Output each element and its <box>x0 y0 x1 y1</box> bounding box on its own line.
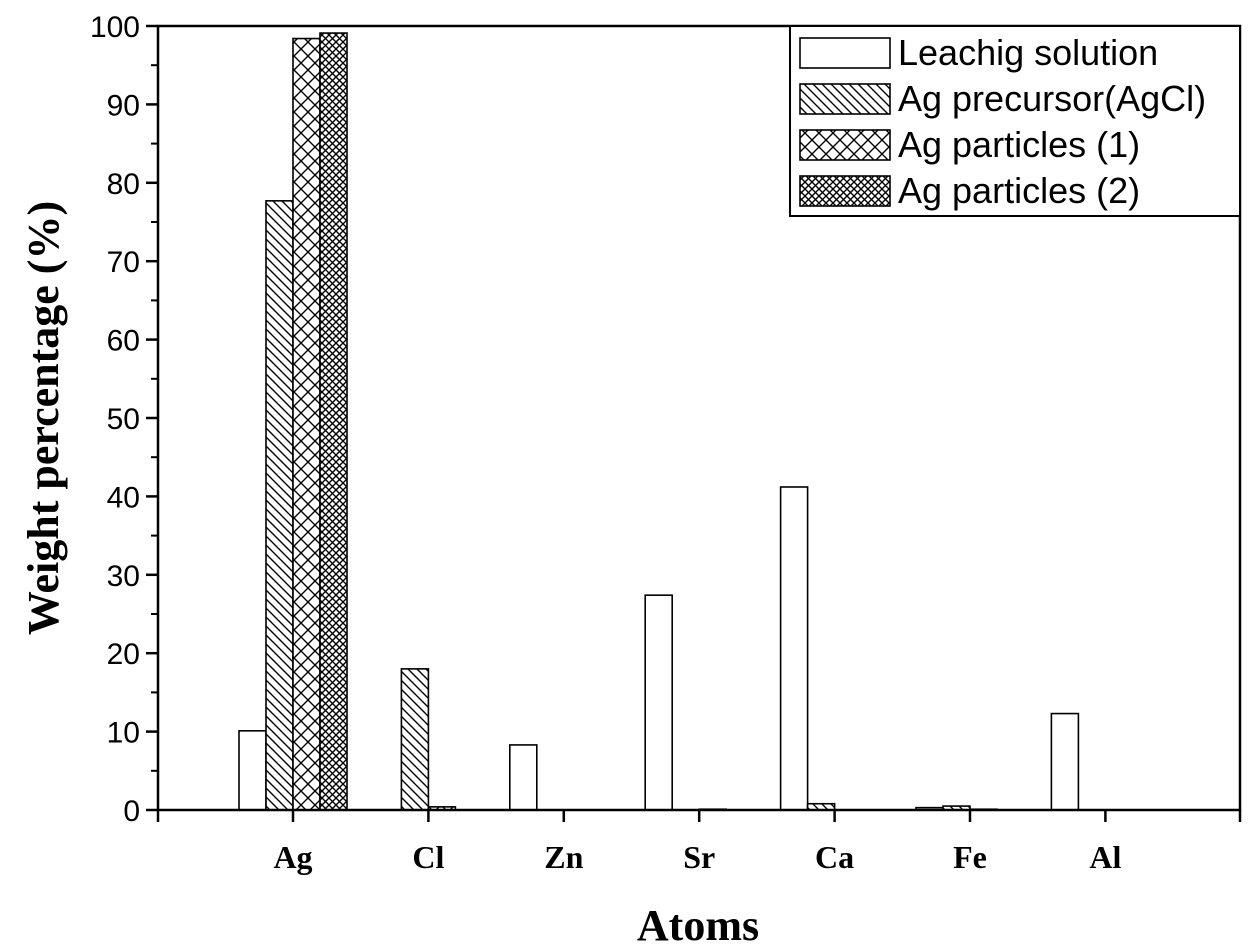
x-tick-label-ag: Ag <box>273 839 312 875</box>
bar-ag-series-1 <box>238 730 267 811</box>
y-tick-label: 40 <box>107 481 140 514</box>
x-tick-label-sr: Sr <box>683 839 715 875</box>
y-tick-label: 70 <box>107 246 140 279</box>
legend-label-series-4: Ag particles (2) <box>898 170 1140 211</box>
y-tick-label: 0 <box>123 795 140 828</box>
axes-layer: 0 10 20 30 40 50 60 70 80 90 100 Ag Cl Zn Sr Ca Fe Al <box>90 11 1242 875</box>
x-tick-label-zn: Zn <box>544 839 583 875</box>
x-tick-label-al: Al <box>1089 839 1121 875</box>
bar-cl-series-2 <box>400 668 430 811</box>
bars-layer <box>238 32 1080 811</box>
y-tick-label: 60 <box>107 325 140 358</box>
bar-ag-series-4 <box>319 32 348 811</box>
legend-label-series-3: Ag particles (1) <box>898 124 1140 165</box>
x-tick-label-cl: Cl <box>412 839 444 875</box>
legend-swatch-series-1 <box>799 37 891 69</box>
y-tick-label: 30 <box>107 560 140 593</box>
y-tick-label: 100 <box>90 11 140 44</box>
legend: Leachig solution Ag precursor(AgCl) Ag par… <box>789 25 1241 217</box>
y-tick-label: 20 <box>107 638 140 671</box>
bar-ag-series-2 <box>265 200 294 811</box>
bar-zn-series-1 <box>508 744 538 811</box>
y-tick-label: 90 <box>107 89 140 122</box>
bar-sr-series-1 <box>644 594 674 811</box>
x-axis-title: Atoms <box>637 901 759 947</box>
legend-label-series-1: Leachig solution <box>898 32 1158 73</box>
legend-label-series-2: Ag precursor(AgCl) <box>898 78 1206 119</box>
bar-ca-series-1 <box>779 486 809 811</box>
bar-al-series-1 <box>1050 712 1080 811</box>
y-axis-title: Weight percentage (%) <box>19 201 68 635</box>
y-tick-label: 80 <box>107 168 140 201</box>
legend-swatch-series-2 <box>799 83 891 115</box>
bar-ag-series-3 <box>292 37 321 811</box>
legend-swatch-series-3 <box>799 129 891 161</box>
y-tick-label: 10 <box>107 717 140 750</box>
x-tick-label-ca: Ca <box>815 839 854 875</box>
x-tick-label-fe: Fe <box>953 839 987 875</box>
legend-swatch-series-4 <box>799 175 891 207</box>
y-tick-label: 50 <box>107 403 140 436</box>
